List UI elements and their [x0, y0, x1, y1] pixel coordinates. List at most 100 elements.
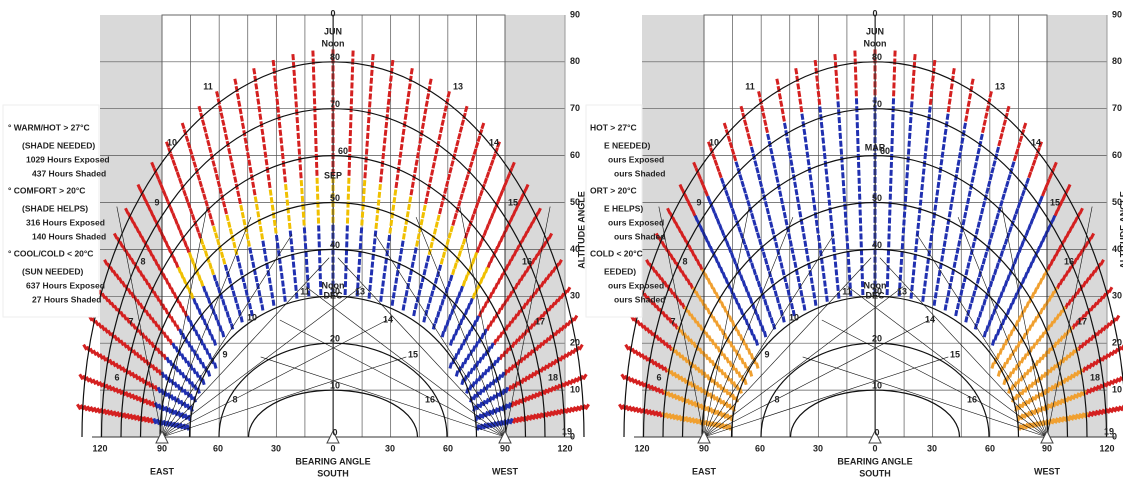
sun-dash	[1017, 246, 1023, 253]
sun-dash	[420, 122, 425, 130]
sun-dash	[459, 285, 464, 293]
sun-dash	[947, 98, 952, 105]
sun-dash	[674, 221, 680, 229]
bearing-tick-label: 0	[330, 443, 335, 453]
sun-dash	[918, 199, 923, 206]
sun-dash	[1026, 397, 1032, 405]
sun-dash	[1097, 383, 1104, 391]
sun-dash	[424, 262, 429, 269]
sun-dash	[618, 403, 624, 411]
sun-dash	[399, 143, 404, 151]
sun-dash	[422, 115, 427, 122]
sun-dash	[263, 151, 268, 158]
sun-dash	[769, 277, 775, 284]
west-label: WEST	[492, 466, 519, 476]
sun-dash	[1068, 394, 1074, 402]
sun-dash	[192, 263, 198, 270]
sun-dash	[216, 180, 222, 188]
sun-dash	[1003, 280, 1009, 287]
sun-dash	[915, 230, 920, 237]
sun-dash	[360, 211, 365, 218]
sun-dash	[216, 286, 222, 294]
sun-dash	[904, 180, 909, 187]
sun-dash	[130, 371, 137, 379]
sun-dash	[410, 261, 415, 269]
legend-title: ° COMFORT > 20°C	[8, 185, 85, 195]
sun-dash	[1035, 282, 1041, 290]
sun-dash	[382, 145, 386, 152]
sun-dash	[313, 130, 318, 137]
sun-dash	[847, 274, 852, 281]
month-label: JUN	[866, 26, 884, 36]
sun-dash	[314, 145, 318, 153]
sun-dash	[409, 188, 414, 196]
sun-dash	[453, 212, 458, 220]
sun-dash	[844, 219, 848, 226]
sun-dash	[1070, 414, 1076, 421]
sun-dash	[1100, 355, 1107, 362]
sun-dash	[763, 200, 769, 208]
sun-dash	[1051, 254, 1057, 262]
sun-dash	[966, 100, 971, 108]
sun-dash	[254, 83, 259, 90]
sun-dash	[777, 303, 782, 310]
sun-dash	[173, 218, 179, 225]
sun-dash	[428, 78, 433, 85]
bearing-axis-label: BEARING ANGLE	[837, 456, 912, 466]
sun-dash	[781, 204, 786, 212]
sun-dash	[779, 262, 784, 269]
sun-dash	[857, 185, 862, 192]
sun-dash	[115, 410, 122, 418]
sun-dash	[412, 309, 417, 317]
sun-dash	[990, 274, 996, 282]
sun-dash	[252, 188, 257, 196]
sun-dash	[538, 412, 544, 419]
sun-dash	[805, 255, 810, 262]
sun-dash	[260, 128, 265, 136]
sun-dash	[788, 152, 793, 159]
marker	[697, 429, 711, 444]
sun-dash	[456, 348, 462, 355]
sun-dash	[818, 106, 822, 113]
sun-dash	[769, 317, 775, 324]
sun-dash	[640, 353, 647, 360]
altitude-tick-label: 10	[1112, 384, 1122, 394]
sun-dash	[189, 292, 195, 300]
sun-dash	[509, 214, 515, 222]
sun-dash	[228, 228, 234, 235]
hour-label: 16	[967, 394, 977, 404]
sun-dash	[166, 392, 172, 399]
sun-dash	[221, 119, 226, 127]
sun-dash	[85, 405, 92, 413]
sun-dash	[886, 273, 890, 280]
sun-dash	[239, 269, 244, 276]
sun-dash	[509, 254, 515, 262]
sun-dash	[967, 255, 973, 262]
sun-dash	[145, 416, 151, 424]
sun-dash	[984, 112, 989, 119]
sun-dash	[112, 410, 118, 418]
altitude-tick-label: 90	[1112, 9, 1122, 19]
hour-line	[161, 257, 330, 438]
sun-dash	[422, 316, 427, 323]
sun-dash	[728, 201, 734, 209]
sun-dash	[1001, 285, 1006, 293]
sun-dash	[789, 159, 794, 166]
sun-dash	[419, 282, 424, 290]
sun-dash	[529, 371, 536, 379]
sun-dash	[386, 242, 391, 249]
sun-dash	[418, 137, 423, 144]
sun-dash	[744, 343, 749, 351]
sun-dash	[443, 105, 448, 112]
sun-dash	[278, 129, 283, 136]
hour-label: 11	[203, 81, 213, 91]
sun-dash	[244, 144, 249, 152]
sun-dash	[461, 280, 467, 287]
sun-dash	[347, 177, 351, 184]
sun-dash	[900, 250, 904, 258]
sun-dash	[381, 280, 385, 287]
sun-dash	[811, 196, 816, 204]
sun-dash	[885, 289, 889, 296]
sun-dash	[857, 161, 861, 168]
sun-dash	[827, 199, 832, 206]
